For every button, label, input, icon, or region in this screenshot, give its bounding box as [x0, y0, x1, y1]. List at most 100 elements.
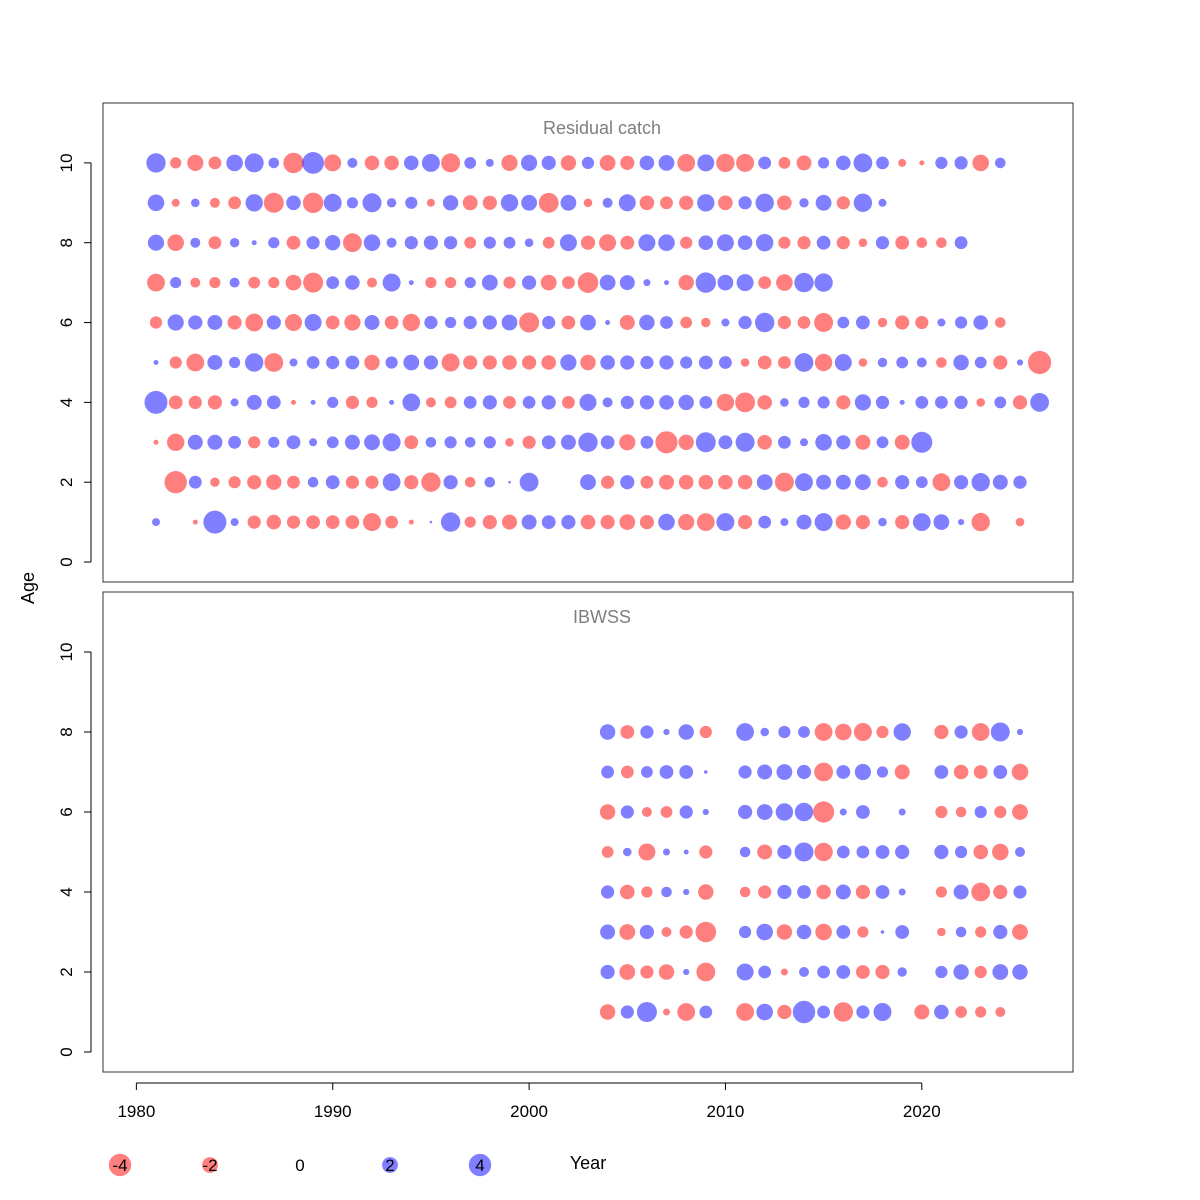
bubble [835, 474, 851, 490]
bubble [483, 436, 496, 449]
bubble [562, 276, 575, 289]
bubble [636, 1002, 657, 1022]
bubble [266, 395, 281, 410]
bubble [814, 842, 833, 862]
bubble [146, 153, 166, 173]
bubble [389, 399, 395, 405]
bubble [226, 154, 243, 172]
bubble [663, 848, 670, 856]
bubble [229, 238, 240, 248]
bubble [774, 472, 794, 492]
bubble [719, 356, 732, 369]
bubble [602, 197, 613, 208]
bubble [777, 844, 792, 860]
bubble [777, 884, 792, 900]
bubble [857, 926, 869, 938]
bubble [953, 354, 969, 371]
bubble [683, 968, 690, 976]
bubble [799, 967, 809, 977]
panel-title: IBWSS [573, 607, 631, 627]
bubble [936, 237, 947, 248]
bubble [599, 274, 616, 291]
bubble [955, 845, 968, 859]
bubble [620, 395, 634, 409]
bubble [794, 842, 814, 862]
bubble [777, 315, 792, 330]
bubble [248, 436, 261, 449]
bubble [1012, 964, 1028, 980]
bubble [757, 395, 772, 410]
bubble [658, 513, 675, 531]
bubble [501, 154, 518, 171]
bubble [992, 474, 1008, 490]
bubble [877, 317, 888, 328]
bubble [974, 356, 987, 369]
bubble [326, 355, 340, 370]
bubble [601, 846, 614, 858]
bubble [524, 238, 534, 247]
bubble [521, 514, 537, 530]
bubble [501, 314, 518, 331]
bubble [796, 764, 812, 780]
bubble [699, 725, 712, 739]
bubble [876, 156, 889, 170]
bubble [620, 725, 635, 739]
bubble [780, 518, 789, 527]
bubble [993, 884, 1008, 900]
bubble [522, 275, 537, 290]
bubble [953, 764, 969, 780]
bubble [695, 921, 717, 943]
bubble [736, 963, 754, 981]
bubble [898, 808, 906, 816]
bubble [209, 197, 220, 208]
bubble [1028, 350, 1052, 375]
bubble [935, 886, 948, 898]
bubble [463, 355, 478, 370]
bubble [207, 315, 223, 330]
legend-bubble [202, 1157, 218, 1173]
bubble [600, 964, 615, 980]
bubble [364, 354, 380, 371]
bubble [971, 512, 990, 532]
bubble [227, 315, 242, 330]
bubble [324, 154, 342, 172]
bubble [228, 196, 242, 210]
bubble [716, 513, 735, 532]
bubble [915, 476, 928, 489]
bubble [463, 315, 477, 330]
bubble [758, 885, 772, 899]
bubble [677, 154, 696, 172]
bubble [1016, 359, 1024, 366]
bubble [698, 884, 714, 900]
bubble [229, 356, 241, 369]
legend-label: 2 [385, 1156, 394, 1175]
bubble [619, 315, 635, 330]
bubble [443, 475, 458, 490]
bubble [817, 965, 830, 979]
bubble [251, 240, 257, 246]
bubble [639, 155, 655, 171]
bubble [246, 394, 262, 410]
bubble [937, 318, 946, 327]
bubble [934, 724, 949, 740]
bubble [641, 807, 652, 817]
bubble [149, 316, 163, 329]
bubble [620, 475, 635, 490]
bubble [522, 396, 536, 409]
bubble [856, 805, 870, 819]
bubble [739, 846, 751, 858]
bubble [858, 358, 868, 367]
bubble [780, 968, 788, 976]
bubble [880, 930, 885, 934]
bubble [721, 318, 730, 327]
bubble [814, 513, 833, 532]
bubble [503, 276, 516, 289]
bubble [795, 473, 813, 492]
bubble [203, 510, 227, 534]
bubble [247, 515, 261, 529]
y-tick-label: 2 [57, 967, 76, 976]
bubble [679, 195, 694, 210]
bubble [618, 194, 636, 212]
bubble [541, 435, 556, 450]
